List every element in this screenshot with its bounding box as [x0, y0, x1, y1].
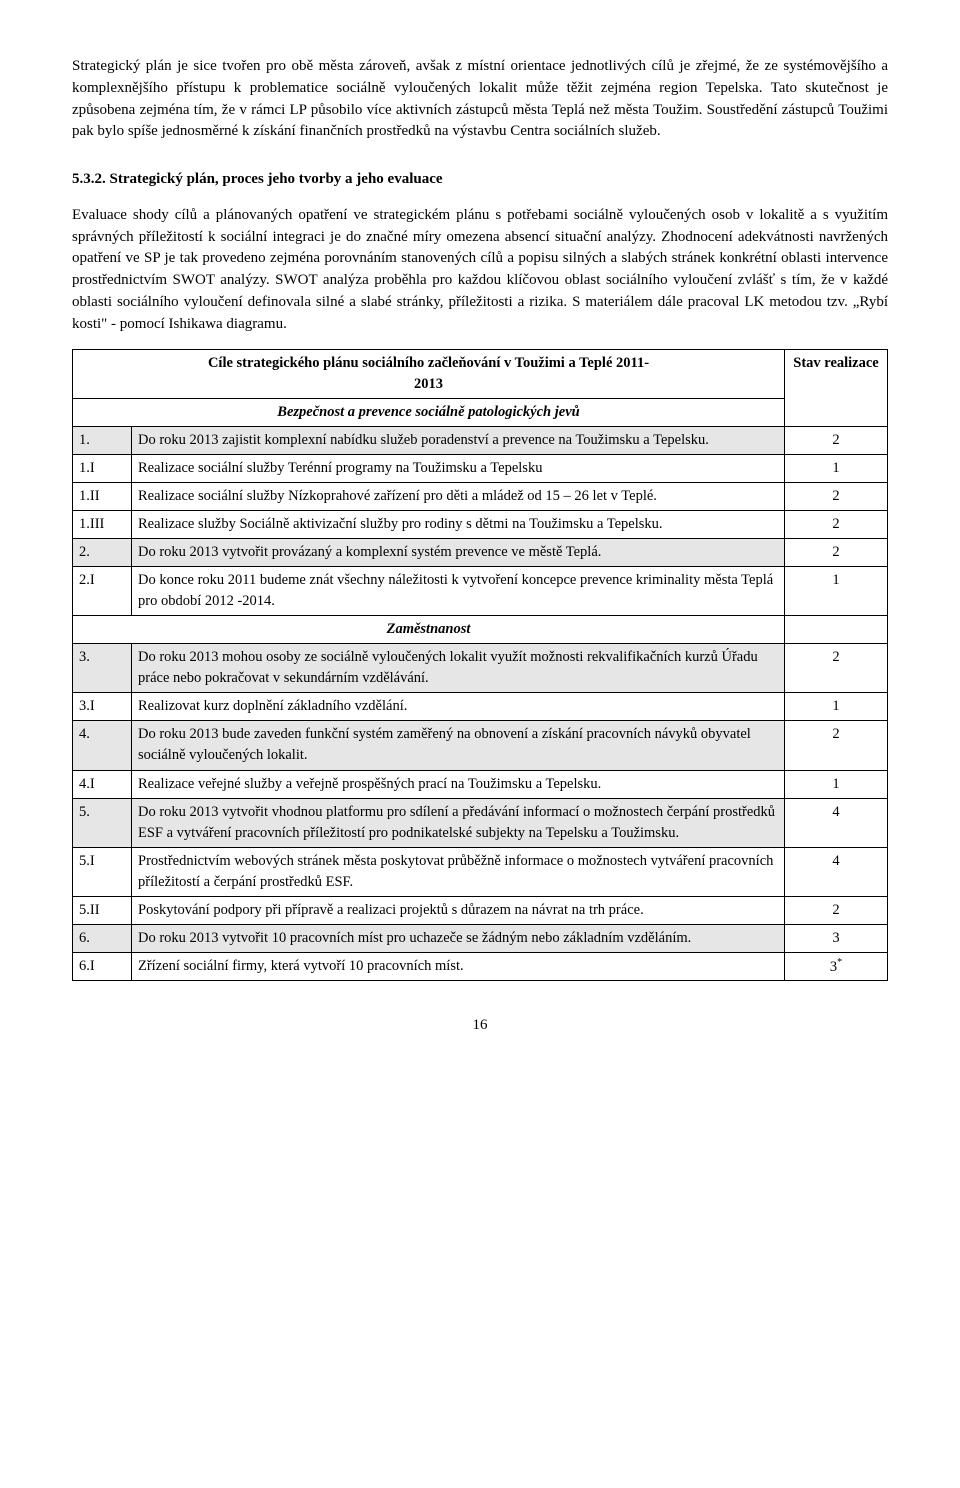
row-stat: 4	[785, 798, 888, 847]
row-stat: 1	[785, 567, 888, 616]
row-text: Prostřednictvím webových stránek města p…	[132, 847, 785, 896]
section-heading: 5.3.2. Strategický plán, proces jeho tvo…	[72, 169, 888, 191]
row-id: 1.III	[73, 511, 132, 539]
row-text: Do roku 2013 vytvořit vhodnou platformu …	[132, 798, 785, 847]
row-stat: 4	[785, 847, 888, 896]
row-stat: 2	[785, 896, 888, 924]
row-stat: 2	[785, 644, 888, 693]
row-id: 6.I	[73, 952, 132, 981]
row-id: 1.II	[73, 483, 132, 511]
row-id: 1.	[73, 427, 132, 455]
paragraph-1: Strategický plán je sice tvořen pro obě …	[72, 56, 888, 143]
row-id: 5.	[73, 798, 132, 847]
row-text: Realizovat kurz doplnění základního vzdě…	[132, 693, 785, 721]
row-id: 4.	[73, 721, 132, 770]
row-id: 5.II	[73, 896, 132, 924]
row-stat: 1	[785, 693, 888, 721]
row-text: Realizace služby Sociálně aktivizační sl…	[132, 511, 785, 539]
row-text: Zřízení sociální firmy, která vytvoří 10…	[132, 952, 785, 981]
row-stat: 1	[785, 455, 888, 483]
row-text: Do konce roku 2011 budeme znát všechny n…	[132, 567, 785, 616]
row-text: Do roku 2013 vytvořit provázaný a komple…	[132, 539, 785, 567]
row-stat: 2	[785, 721, 888, 770]
row-text: Realizace sociální služby Nízkoprahové z…	[132, 483, 785, 511]
table-header-stat: Stav realizace	[785, 350, 888, 427]
table-header-title: Cíle strategického plánu sociálního začl…	[73, 350, 785, 399]
page-number: 16	[72, 1015, 888, 1037]
row-id: 3.	[73, 644, 132, 693]
row-stat: 2	[785, 483, 888, 511]
row-stat: 2	[785, 427, 888, 455]
table-section-title: Bezpečnost a prevence sociálně patologic…	[73, 399, 785, 427]
table-section-stat-empty	[785, 616, 888, 644]
row-text: Realizace sociální služby Terénní progra…	[132, 455, 785, 483]
row-stat: 1	[785, 770, 888, 798]
row-text: Do roku 2013 mohou osoby ze sociálně vyl…	[132, 644, 785, 693]
table-section-title: Zaměstnanost	[73, 616, 785, 644]
goals-table: Cíle strategického plánu sociálního začl…	[72, 349, 888, 981]
row-stat: 3	[785, 924, 888, 952]
row-stat: 3*	[785, 952, 888, 981]
row-id: 3.I	[73, 693, 132, 721]
row-id: 2.I	[73, 567, 132, 616]
row-text: Poskytování podpory při přípravě a reali…	[132, 896, 785, 924]
row-id: 1.I	[73, 455, 132, 483]
row-text: Do roku 2013 vytvořit 10 pracovních míst…	[132, 924, 785, 952]
row-text: Do roku 2013 bude zaveden funkční systém…	[132, 721, 785, 770]
row-stat: 2	[785, 511, 888, 539]
row-id: 2.	[73, 539, 132, 567]
row-id: 4.I	[73, 770, 132, 798]
paragraph-2: Evaluace shody cílů a plánovaných opatře…	[72, 205, 888, 336]
row-id: 5.I	[73, 847, 132, 896]
row-text: Realizace veřejné služby a veřejně prosp…	[132, 770, 785, 798]
row-id: 6.	[73, 924, 132, 952]
row-text: Do roku 2013 zajistit komplexní nabídku …	[132, 427, 785, 455]
row-stat: 2	[785, 539, 888, 567]
